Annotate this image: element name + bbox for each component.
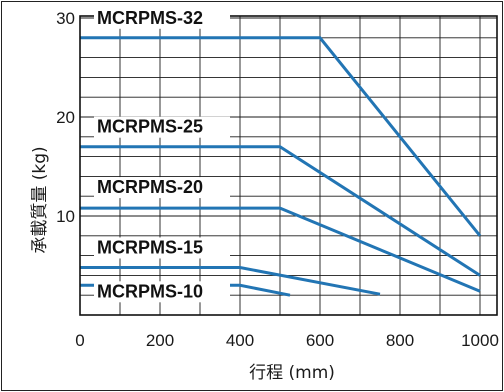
x-tick-label: 200 <box>146 331 174 350</box>
series-label-bg <box>94 177 230 199</box>
series-line-mcrpms-20 <box>80 206 481 293</box>
x-tick-label: 0 <box>75 331 84 350</box>
plot-border <box>79 15 498 316</box>
y-tick-label: 10 <box>56 207 75 226</box>
x-axis-label: 行程 (mm) <box>249 363 335 383</box>
series-label-bg <box>94 237 230 259</box>
grid-lines <box>80 16 497 315</box>
series-line-mcrpms-15 <box>80 266 381 296</box>
x-tick-label: 800 <box>386 331 414 350</box>
series-label: MCRPMS-10 <box>97 281 203 301</box>
tick-labels: 0 200 400 600 800 1000 10 20 30 <box>56 9 499 350</box>
x-tick-label: 600 <box>306 331 334 350</box>
plot-area <box>80 16 497 315</box>
series-line-mcrpms-32 <box>80 36 482 237</box>
series-label: MCRPMS-32 <box>97 8 203 28</box>
series-label-bg <box>94 7 230 29</box>
series-label: MCRPMS-25 <box>97 117 203 137</box>
series-label: MCRPMS-20 <box>97 177 203 197</box>
series-labels: MCRPMS-32 MCRPMS-25 MCRPMS-20 MCRPMS-15 MCRP… <box>94 8 230 303</box>
series-label-bg <box>94 116 230 138</box>
series-line-mcrpms-25 <box>80 145 481 277</box>
y-axis-label: 承載質量 (kg) <box>30 146 50 253</box>
series-label-bg <box>94 281 230 303</box>
x-tick-label: 1000 <box>461 331 499 350</box>
series-label: MCRPMS-15 <box>97 237 203 257</box>
x-tick-label: 400 <box>226 331 254 350</box>
y-tick-label: 20 <box>56 108 75 127</box>
y-tick-label: 30 <box>56 9 75 28</box>
